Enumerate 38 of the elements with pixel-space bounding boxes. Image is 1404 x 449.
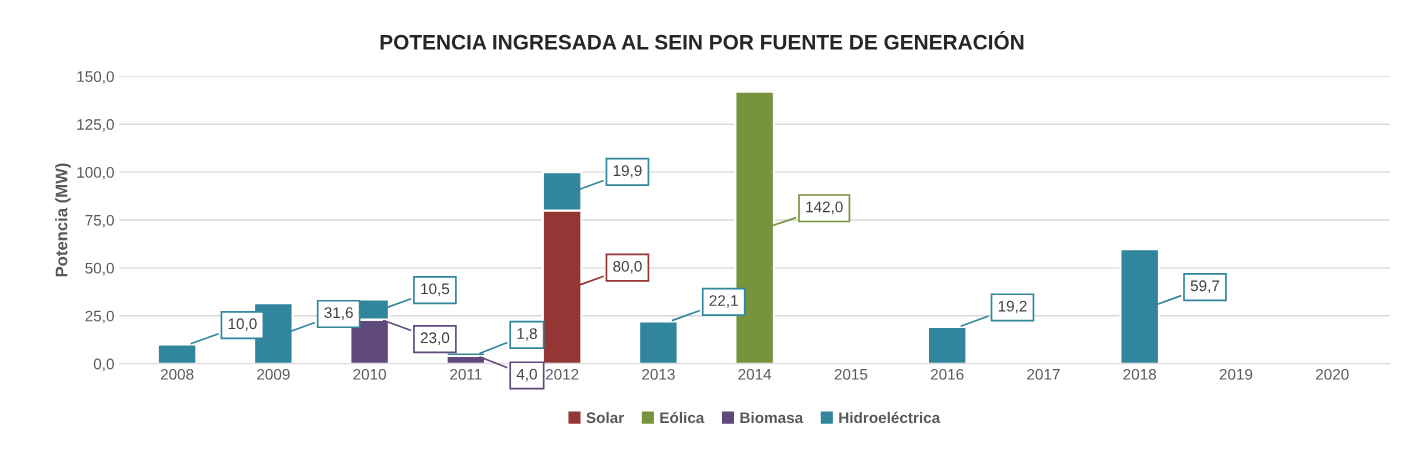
x-tick-label: 2020 <box>1315 368 1349 380</box>
legend-label: Hidroeléctrica <box>839 411 941 424</box>
x-tick-label: 2018 <box>1123 368 1157 380</box>
chart-title: POTENCIA INGRESADA AL SEIN POR FUENTE DE GENERACIÓN <box>380 30 1024 50</box>
x-tick-label: 2015 <box>834 368 868 380</box>
x-tick-label: 2011 <box>450 368 482 380</box>
data-label: 1,8 <box>517 328 537 341</box>
y-tick-label: 25,0 <box>85 310 114 324</box>
y-tick-label: 0,0 <box>93 358 114 372</box>
y-tick-label: 125,0 <box>77 119 114 132</box>
x-tick-label: 2012 <box>545 368 579 380</box>
data-label: 23,0 <box>420 332 450 345</box>
y-tick-label: 50,0 <box>85 262 114 276</box>
data-label: 19,9 <box>613 165 642 178</box>
legend-label: Eólica <box>660 411 705 424</box>
y-axis-title: Potencia (MW) <box>55 163 71 277</box>
y-tick-label: 100,0 <box>77 166 114 180</box>
x-tick-label: 2010 <box>353 368 387 380</box>
legend-label: Solar <box>586 411 624 424</box>
x-tick-label: 2016 <box>930 368 964 380</box>
legend-label: Biomasa <box>740 411 804 424</box>
x-tick-label: 2017 <box>1027 368 1060 380</box>
y-tick-label: 150,0 <box>77 71 114 84</box>
data-label: 59,7 <box>1190 280 1220 293</box>
data-label: 10,5 <box>421 283 450 297</box>
x-tick-label: 2013 <box>642 368 675 380</box>
data-label: 19,2 <box>998 300 1027 314</box>
x-tick-label: 2014 <box>738 368 772 380</box>
data-label: 10,0 <box>228 318 257 331</box>
data-label: 142,0 <box>806 201 843 215</box>
data-label: 31,6 <box>324 307 353 320</box>
x-tick-label: 2009 <box>257 368 290 380</box>
data-label: 80,0 <box>613 260 642 274</box>
x-tick-label: 2008 <box>160 368 194 380</box>
x-tick-label: 2019 <box>1219 368 1253 380</box>
data-label: 22,1 <box>709 295 738 308</box>
y-tick-label: 75,0 <box>85 214 114 228</box>
data-label: 4,0 <box>516 368 537 382</box>
